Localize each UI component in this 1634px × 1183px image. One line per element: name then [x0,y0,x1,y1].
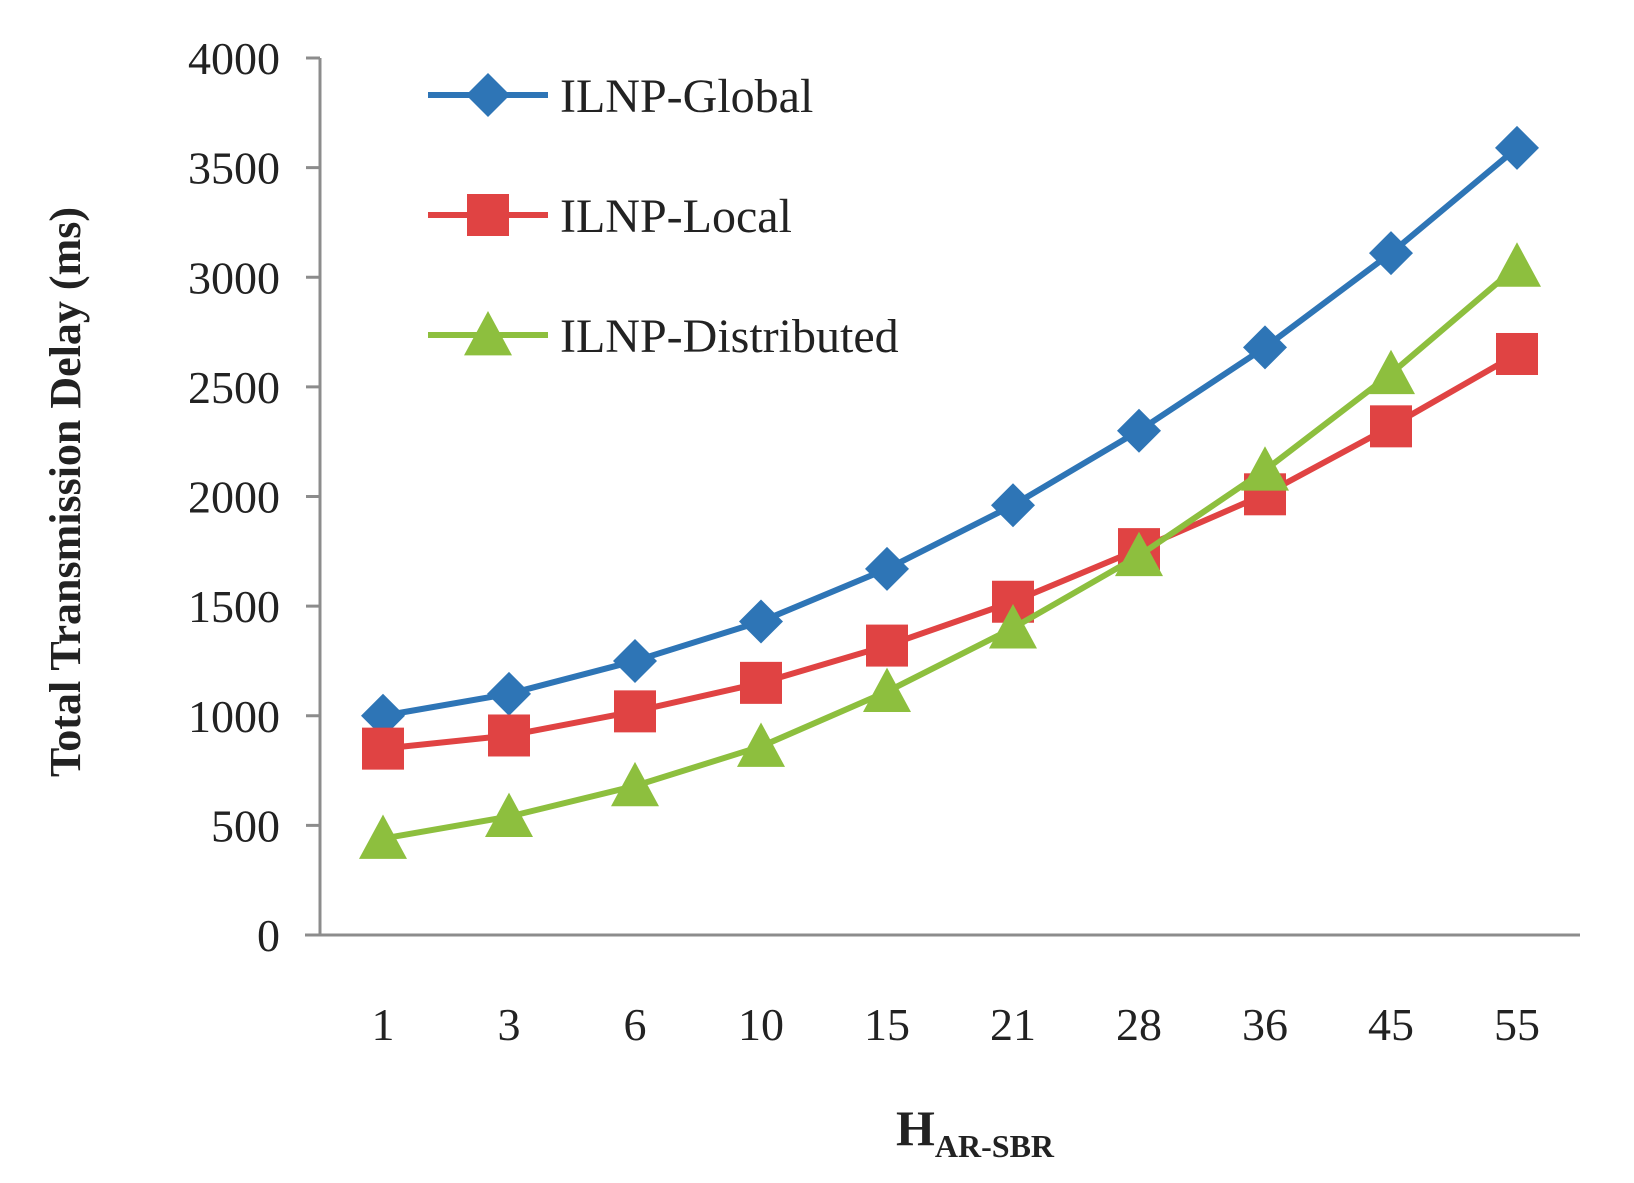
data-point [1115,531,1163,577]
data-point [487,671,531,716]
data-point [1243,325,1287,370]
data-point [989,604,1037,649]
legend-swatch-marker [464,311,512,356]
x-tick-label: 45 [1368,999,1414,1050]
data-point [1370,405,1412,448]
x-axis-title-subscript: AR-SBR [935,1128,1055,1164]
series-line [382,145,1519,719]
data-point [1495,125,1539,170]
y-tick-label: 3000 [188,252,280,303]
data-point [991,483,1035,528]
data-point [359,814,407,859]
data-point [1367,349,1415,395]
data-point [737,722,785,767]
x-tick-label: 3 [498,999,521,1050]
data-point [488,714,530,757]
y-tick-label: 2500 [188,362,280,413]
data-point [361,693,405,738]
y-axis-ticks: 0 500 1000 1500 2000 2500 3000 3500 4000 [188,33,320,961]
legend-swatch-marker [467,194,509,236]
series-line [382,351,1519,752]
data-point [362,727,404,770]
legend-swatch-marker [466,73,510,117]
series-line [382,264,1519,842]
series-layer [359,125,1541,859]
legend-item: ILNP-Global [428,70,813,123]
data-point [1496,332,1538,375]
y-tick-label: 0 [257,910,280,961]
data-point [740,661,782,704]
data-point [613,638,657,683]
x-tick-label: 55 [1494,999,1540,1050]
y-tick-label: 1500 [188,581,280,632]
y-axis-title: Total Transmission Delay (ms) [41,207,90,777]
legend: ILNP-Global ILNP-Local ILNP-Distributed [428,70,899,363]
x-axis-title-main: H [896,1100,935,1156]
data-point [485,792,533,838]
data-point [1117,408,1161,453]
data-point [739,599,783,644]
y-tick-label: 4000 [188,33,280,84]
data-point [614,690,656,733]
legend-label: ILNP-Distributed [560,310,899,363]
legend-label: ILNP-Local [560,190,792,243]
series-ilnp-global [361,125,1539,738]
data-point [865,546,909,591]
legend-item: ILNP-Local [428,190,792,243]
data-point [1493,242,1541,287]
legend-item: ILNP-Distributed [428,310,899,363]
x-axis-title: HAR-SBR [896,1100,1055,1164]
x-tick-label: 1 [372,999,395,1050]
data-point [866,624,908,667]
y-tick-label: 3500 [188,143,280,194]
data-point [1241,446,1289,491]
x-tick-label: 15 [864,999,910,1050]
series-ilnp-local [362,332,1538,770]
x-tick-label: 28 [1116,999,1162,1050]
x-axis-ticks: 1 3 6 10 15 21 28 36 45 55 [372,999,1541,1050]
y-tick-label: 1000 [188,691,280,742]
x-tick-label: 10 [738,999,784,1050]
x-tick-label: 36 [1242,999,1288,1050]
series-ilnp-distributed [359,242,1541,859]
legend-label: ILNP-Global [560,70,813,123]
y-tick-label: 2000 [188,472,280,523]
data-point [863,667,911,713]
data-point [611,761,659,807]
x-tick-label: 21 [990,999,1036,1050]
data-point [1369,231,1413,276]
x-tick-label: 6 [624,999,647,1050]
y-tick-label: 500 [211,800,280,851]
